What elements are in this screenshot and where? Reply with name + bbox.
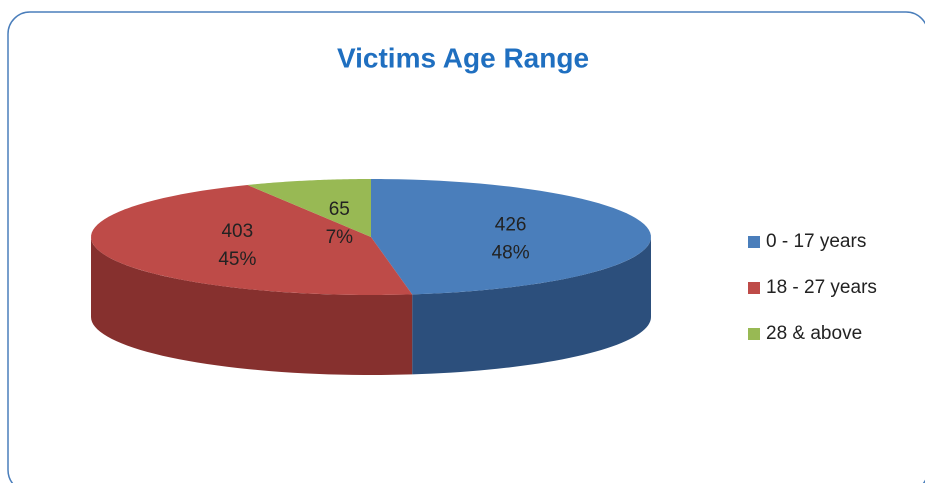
- data-label: 65: [329, 199, 350, 220]
- legend-label: 18 - 27 years: [766, 277, 877, 298]
- data-label: 426: [495, 215, 527, 236]
- data-label-percent: 7%: [326, 227, 354, 248]
- slice-side: [91, 237, 413, 375]
- legend-label: 0 - 17 years: [766, 231, 866, 252]
- chart-title: Victims Age Range: [337, 42, 589, 73]
- data-label-percent: 48%: [492, 243, 530, 264]
- legend-label: 28 & above: [766, 323, 862, 344]
- slice: [91, 184, 413, 295]
- data-label: 403: [221, 221, 253, 242]
- data-label-percent: 45%: [218, 249, 256, 270]
- slice-side: [412, 237, 651, 375]
- slice: [247, 179, 371, 237]
- slice: [371, 179, 651, 295]
- legend-swatch: [748, 328, 760, 340]
- legend-swatch: [748, 236, 760, 248]
- legend-swatch: [748, 282, 760, 294]
